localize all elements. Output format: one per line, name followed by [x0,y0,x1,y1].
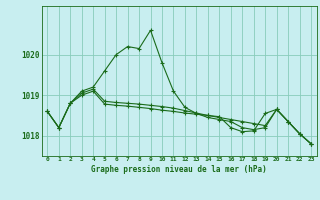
X-axis label: Graphe pression niveau de la mer (hPa): Graphe pression niveau de la mer (hPa) [91,165,267,174]
